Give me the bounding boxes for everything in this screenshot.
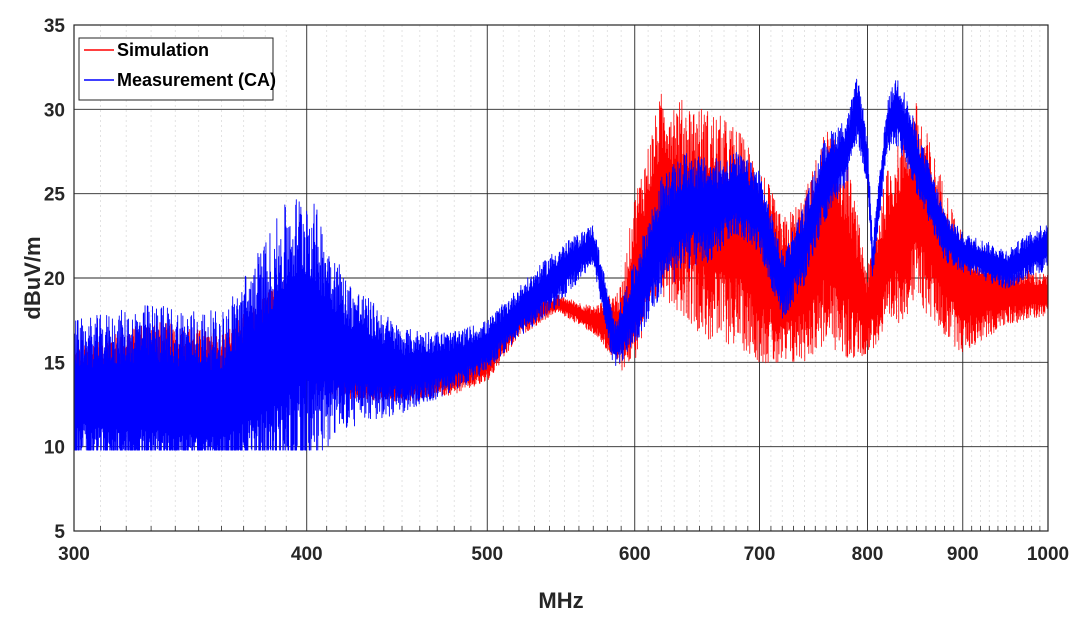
x-tick-label: 900 xyxy=(947,544,979,565)
y-tick-label: 15 xyxy=(44,353,66,374)
plot-box xyxy=(73,24,1049,532)
y-tick-label: 20 xyxy=(44,269,65,290)
x-tick-label: 500 xyxy=(471,544,503,565)
x-tick-label: 700 xyxy=(744,544,776,565)
series-line-measurement xyxy=(73,78,1049,451)
legend-label-simulation: Simulation xyxy=(117,40,209,60)
y-tick-label: 10 xyxy=(44,438,65,459)
series-layer xyxy=(73,78,1049,451)
x-axis-label: MHz xyxy=(538,588,583,613)
y-axis-label: dBuV/m xyxy=(20,236,45,319)
x-tick-label: 1000 xyxy=(1027,544,1069,565)
x-tick-label: 800 xyxy=(852,544,884,565)
x-tick-label: 600 xyxy=(619,544,651,565)
ticks xyxy=(100,526,1041,531)
legend: Simulation Measurement (CA) xyxy=(78,37,276,101)
y-tick-label: 5 xyxy=(54,522,65,543)
x-tick-label: 400 xyxy=(291,544,323,565)
x-tick-labels: 300 400 500 600 700 800 900 1000 xyxy=(58,544,1069,565)
legend-box xyxy=(78,37,274,101)
y-tick-label: 35 xyxy=(44,16,66,37)
y-tick-label: 30 xyxy=(44,100,65,121)
legend-label-measurement: Measurement (CA) xyxy=(117,70,276,90)
y-tick-label: 25 xyxy=(44,185,66,206)
x-tick-label: 300 xyxy=(58,544,90,565)
y-tick-labels: 5 10 15 20 25 30 35 xyxy=(44,16,66,543)
